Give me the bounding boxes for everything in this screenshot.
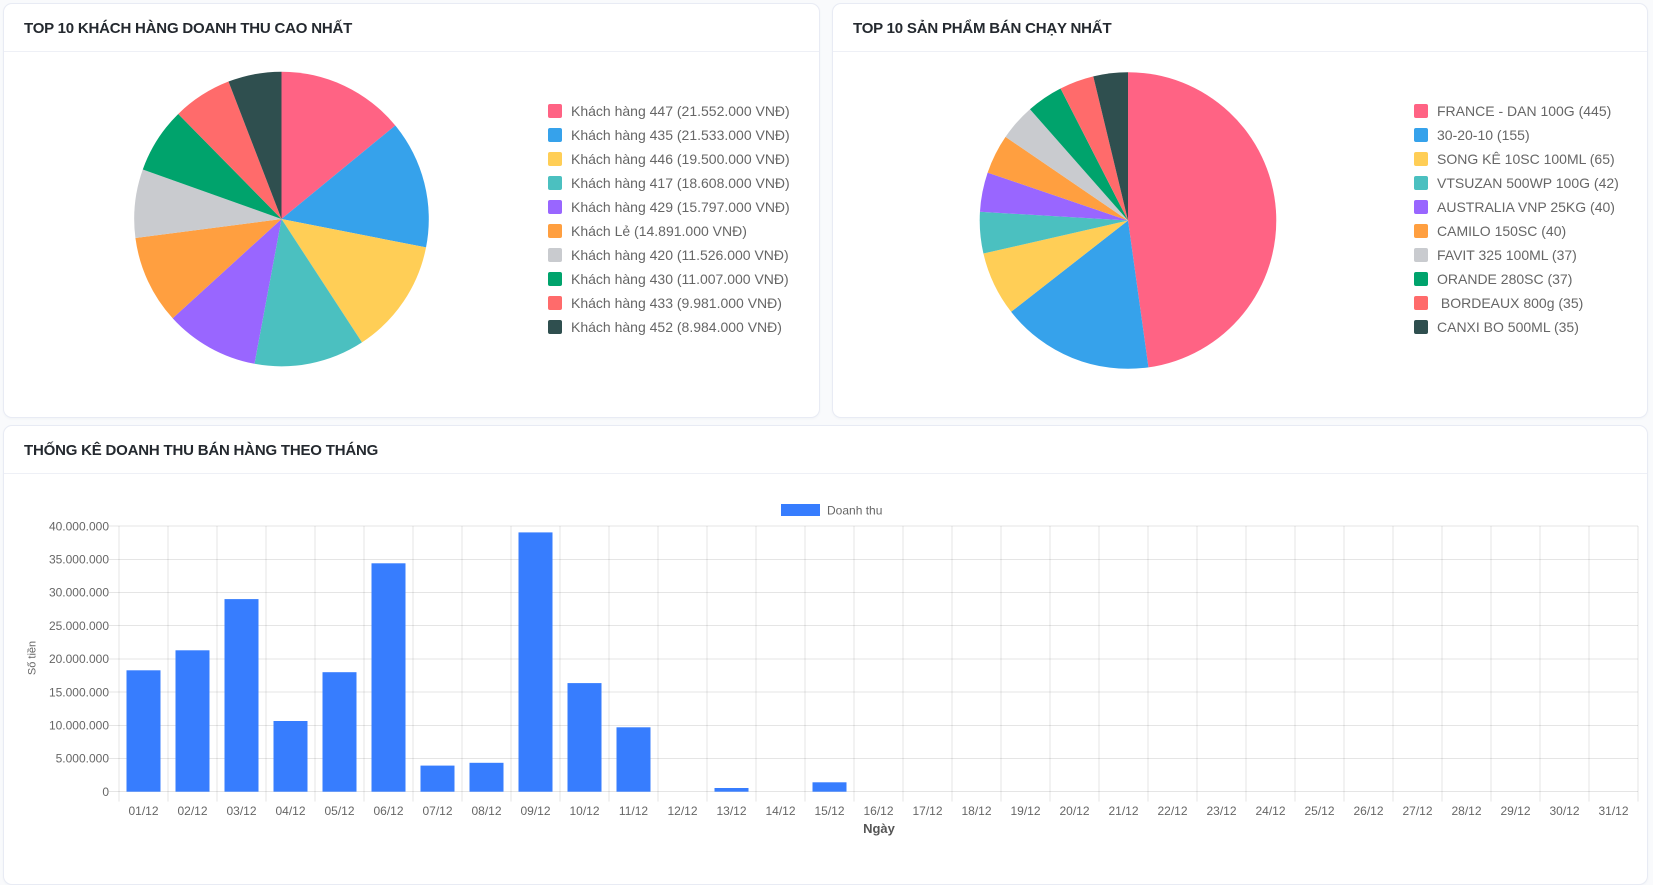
svg-text:10.000.000: 10.000.000 (49, 719, 109, 733)
svg-text:Doanh thu: Doanh thu (827, 504, 882, 518)
svg-text:29/12: 29/12 (1500, 804, 1530, 818)
svg-text:02/12: 02/12 (177, 804, 207, 818)
svg-text:04/12: 04/12 (275, 804, 305, 818)
svg-text:22/12: 22/12 (1157, 804, 1187, 818)
svg-text:25/12: 25/12 (1304, 804, 1334, 818)
svg-text:0: 0 (102, 785, 109, 799)
svg-text:23/12: 23/12 (1206, 804, 1236, 818)
svg-text:07/12: 07/12 (422, 804, 452, 818)
svg-text:12/12: 12/12 (667, 804, 697, 818)
svg-text:15/12: 15/12 (814, 804, 844, 818)
svg-text:16/12: 16/12 (863, 804, 893, 818)
svg-text:19/12: 19/12 (1010, 804, 1040, 818)
svg-text:18/12: 18/12 (961, 804, 991, 818)
svg-text:40.000.000: 40.000.000 (49, 519, 109, 533)
svg-text:17/12: 17/12 (912, 804, 942, 818)
svg-text:09/12: 09/12 (520, 804, 550, 818)
svg-text:35.000.000: 35.000.000 (49, 553, 109, 567)
svg-text:20/12: 20/12 (1059, 804, 1089, 818)
svg-text:28/12: 28/12 (1451, 804, 1481, 818)
svg-text:30/12: 30/12 (1549, 804, 1579, 818)
svg-text:30.000.000: 30.000.000 (49, 586, 109, 600)
svg-text:10/12: 10/12 (569, 804, 599, 818)
svg-text:Ngày: Ngày (863, 821, 896, 836)
svg-text:13/12: 13/12 (716, 804, 746, 818)
svg-text:11/12: 11/12 (619, 804, 648, 818)
svg-text:06/12: 06/12 (373, 804, 403, 818)
svg-text:25.000.000: 25.000.000 (49, 619, 109, 633)
svg-text:27/12: 27/12 (1402, 804, 1432, 818)
svg-text:08/12: 08/12 (471, 804, 501, 818)
svg-text:20.000.000: 20.000.000 (49, 652, 109, 666)
svg-text:01/12: 01/12 (128, 804, 158, 818)
svg-text:03/12: 03/12 (226, 804, 256, 818)
svg-text:31/12: 31/12 (1598, 804, 1628, 818)
svg-text:Số tiền: Số tiền (27, 641, 39, 675)
svg-text:5.000.000: 5.000.000 (56, 752, 110, 766)
svg-text:15.000.000: 15.000.000 (49, 685, 109, 699)
svg-text:24/12: 24/12 (1255, 804, 1285, 818)
svg-text:14/12: 14/12 (765, 804, 795, 818)
svg-text:05/12: 05/12 (324, 804, 354, 818)
svg-text:21/12: 21/12 (1108, 804, 1138, 818)
svg-text:26/12: 26/12 (1353, 804, 1383, 818)
